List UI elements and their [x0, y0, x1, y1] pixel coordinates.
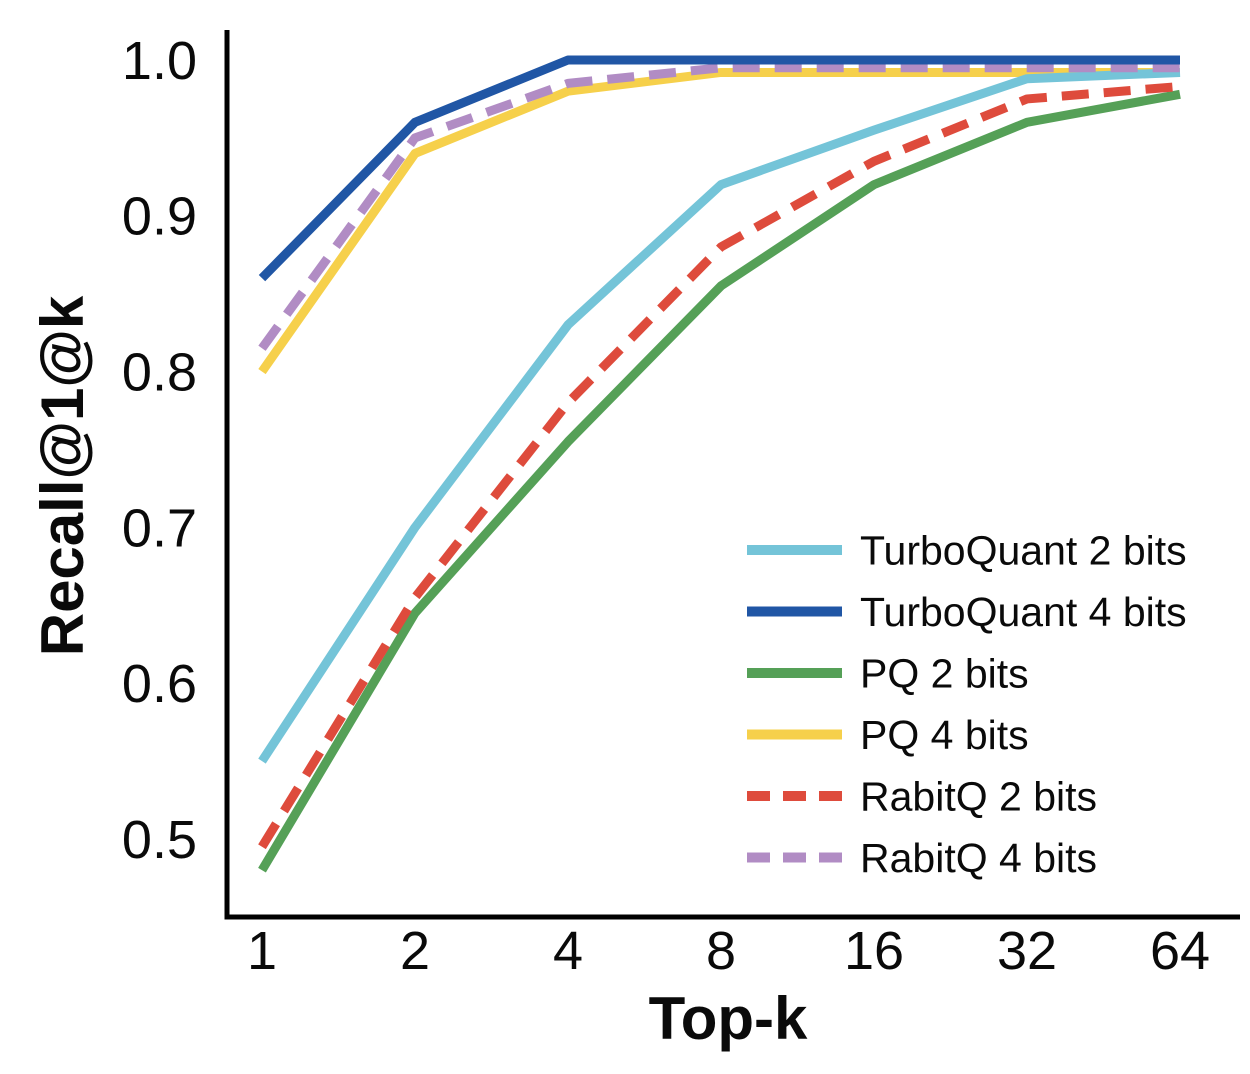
series-line-rabitq-2-bits [258, 82, 1181, 850]
x-tick-label: 64 [1150, 921, 1210, 981]
x-tick-label: 1 [247, 921, 277, 981]
y-axis-label: Recall@1@k [29, 295, 96, 656]
x-tick-label: 2 [400, 921, 430, 981]
legend: TurboQuant 2 bits TurboQuant 4 bits PQ 2 b… [747, 527, 1187, 881]
legend-label-turboquant-2-bits: TurboQuant 2 bits [860, 527, 1187, 573]
y-tick-label: 0.8 [122, 343, 197, 403]
series-line-turboquant-2-bits [258, 67, 1181, 764]
series-line-turboquant-4-bits [258, 55, 1180, 282]
y-tick-label: 0.7 [122, 498, 197, 558]
series-lines [258, 55, 1181, 873]
x-tick-label: 32 [997, 921, 1057, 981]
legend-label-rabitq-2-bits: RabitQ 2 bits [860, 773, 1097, 819]
legend-label-turboquant-4-bits: TurboQuant 4 bits [860, 589, 1187, 635]
x-tick-label: 16 [844, 921, 904, 981]
legend-label-pq-2-bits: PQ 2 bits [860, 650, 1029, 696]
y-tick-label: 0.5 [122, 810, 197, 870]
y-tick-label: 1.0 [122, 31, 197, 91]
legend-label-pq-4-bits: PQ 4 bits [860, 712, 1029, 758]
legend-label-rabitq-4-bits: RabitQ 4 bits [860, 835, 1097, 881]
x-axis-ticks: 1 2 4 8 16 32 64 [247, 921, 1210, 981]
y-axis-ticks: 1.0 0.9 0.8 0.7 0.6 0.5 [122, 31, 197, 870]
y-tick-label: 0.9 [122, 187, 197, 247]
x-tick-label: 4 [553, 921, 583, 981]
series-line-pq-2-bits [258, 89, 1181, 873]
x-tick-label: 8 [706, 921, 736, 981]
series-line-pq-4-bits [258, 67, 1180, 375]
series-line-rabitq-4-bits [258, 63, 1180, 351]
x-axis-label: Top-k [649, 985, 808, 1052]
y-tick-label: 0.6 [122, 654, 197, 714]
